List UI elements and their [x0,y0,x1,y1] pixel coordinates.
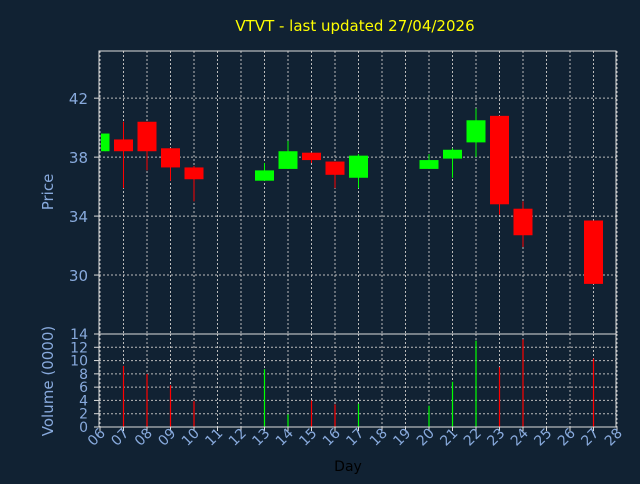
day-tick-label: 26 [555,425,579,449]
day-tick-label: 07 [108,426,132,450]
price-tick-label: 30 [69,267,88,285]
candle-body [302,152,321,161]
day-tick-label: 06 [85,425,109,449]
candle-body [101,133,110,152]
candle-body [255,170,274,181]
day-axis-label: Day [334,459,362,475]
candle-body [584,220,603,284]
day-tick-label: 09 [155,426,179,450]
volume-axis-label: Volume (0000) [39,326,57,436]
candle-body [349,155,368,178]
candle-body [114,139,133,152]
candle-body [161,148,180,168]
price-axis-label: Price [39,174,57,211]
day-tick-label: 17 [343,426,367,450]
price-tick-label: 42 [69,90,88,108]
chart-title: VTVT - last updated 27/04/2026 [235,17,474,35]
volume-tick-label: 12 [70,340,88,356]
price-panel-frame [98,50,617,335]
volume-tick-label: 14 [70,327,88,343]
candle-body [490,115,509,205]
day-tick-label: 13 [249,426,273,450]
day-tick-label: 18 [367,426,391,450]
day-ticks: 06 07 08 09 10 11 12 13 14 15 16 17 18 19 20 21 22 23 24 25… [85,425,626,449]
day-tick-label: 21 [437,426,461,450]
candle-body [278,151,298,169]
day-tick-label: 20 [414,426,438,450]
price-tick-label: 34 [69,208,88,226]
candles [101,108,603,284]
candle-body [466,120,486,143]
volume-panel-frame [98,333,617,428]
candle-body [184,167,204,180]
candle-body [325,161,345,175]
day-tick-label: 12 [226,426,250,450]
candle-body [137,121,157,152]
price-grid [99,51,618,334]
candle-body [513,208,533,236]
day-tick-label: 15 [296,426,320,450]
volume-tick-label: 10 [70,354,88,370]
volume-tick-label: 8 [79,367,88,383]
volume-tick-label: 0 [79,420,88,436]
volume-tick-label: 4 [79,393,88,409]
candle-body [419,160,439,169]
day-tick-label: 19 [390,426,414,450]
candle-body [443,149,462,159]
day-tick-label: 16 [320,425,344,449]
price-ticks: 30 34 38 42 [69,90,99,285]
day-tick-label: 27 [578,426,602,450]
day-tick-label: 28 [602,426,626,450]
day-tick-label: 11 [202,426,226,450]
volume-bars [122,339,595,427]
volume-tick-label: 6 [79,380,88,396]
day-tick-label: 22 [461,426,485,450]
day-tick-label: 25 [531,426,555,450]
price-tick-label: 38 [69,149,88,167]
volume-tick-label: 2 [79,407,88,423]
day-tick-label: 08 [132,426,156,450]
day-tick-label: 10 [179,426,203,450]
day-tick-label: 23 [484,426,508,450]
day-tick-label: 24 [508,425,532,449]
day-tick-label: 14 [273,425,297,449]
